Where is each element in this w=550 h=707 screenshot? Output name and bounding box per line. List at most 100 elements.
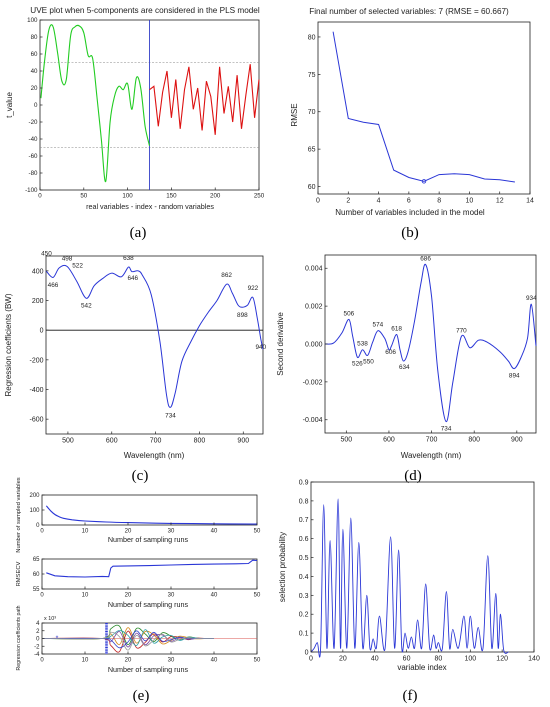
panel-d-peak-label: 686 — [420, 255, 431, 262]
panel-f-axes-layer: 0 20 40 60 80 100 120 140 0 0.1 0.2 0.3 0.4 0.5 0.6 0.7… — [299, 479, 540, 662]
panel-a-series-layer — [40, 20, 260, 190]
panel-e1-series-layer — [45, 505, 258, 525]
panel-f-ytick-label: 0.7 — [299, 517, 309, 524]
panel-c-peak-label: 922 — [248, 285, 259, 292]
panel-f-xtick-label: 140 — [528, 656, 540, 663]
panel-e2-xtick-label: 40 — [211, 593, 218, 599]
panel-d-xlabel: Wavelength (nm) — [401, 451, 462, 460]
panel-e2: 0 10 20 30 40 50 55 60 65 Number of sampling run… — [16, 557, 261, 609]
panel-b-xtick-label: 0 — [316, 198, 320, 205]
panel-f-ytick-label: 0.1 — [299, 631, 309, 638]
panel-e1-ytick-label: 100 — [29, 508, 40, 514]
panel-a-axes-layer: 0 50 100 150 200 250 -100 -80 -60 -40 -20 0 20 40 60 80… — [25, 17, 265, 200]
panel-c-peak-label: 898 — [237, 312, 248, 319]
panel-e3-xlabel: Number of sampling runs — [108, 665, 189, 674]
panel-b-ylabel: RMSE — [290, 103, 299, 126]
panel-e2-axes-layer: 0 10 20 30 40 50 55 60 65 — [33, 557, 261, 598]
panel-d-xtick-label: 900 — [511, 437, 523, 444]
panel-a: UVE plot when 5-components are considere… — [5, 6, 265, 211]
panel-f-xtick-label: 80 — [435, 656, 443, 663]
panel-c-xtick-label: 900 — [237, 438, 249, 445]
panel-a-xtick-label: 50 — [80, 193, 87, 200]
panel-b-ytick-label: 70 — [308, 109, 316, 116]
panel-a-ytick-label: 40 — [31, 68, 38, 75]
panel-d-peak-label: 606 — [385, 349, 396, 356]
panel-c-peak-label: 862 — [221, 272, 232, 279]
panel-e1: 0 10 20 30 40 50 0 100 200 Number of sampling ru… — [16, 477, 261, 552]
panel-e2-ytick-label: 65 — [33, 557, 40, 563]
panel-e3-xtick-label: 50 — [254, 658, 261, 664]
panel-d-xtick-label: 700 — [426, 437, 438, 444]
panel-b-rmse-series — [332, 31, 515, 183]
panel-c: 450 466 498 542 522 638 646 734 862 898 922 940 500… — [4, 250, 267, 460]
panel-b-ytick-label: 65 — [308, 147, 316, 154]
panel-f-ytick-label: 0 — [305, 649, 309, 656]
panel-c-peak-label: 638 — [123, 255, 134, 262]
panel-f-xtick-label: 60 — [403, 656, 411, 663]
panel-c-axes-layer: 500 600 700 800 900 -600 -400 -200 0 200 400 — [29, 268, 249, 444]
panel-a-real-variables-series — [40, 24, 151, 183]
panel-e2-series — [46, 559, 258, 578]
panel-d-peak-label: 734 — [441, 426, 452, 433]
panel-e3-path-series — [41, 631, 214, 651]
panel-b-axes-layer: 0 2 4 6 8 10 12 14 60 65 70 75 80 — [308, 34, 534, 204]
panel-e1-ylabel: Number of sampled variables — [16, 477, 22, 552]
panel-e3-ytick-label: 4 — [36, 621, 40, 627]
panel-e2-ylabel: RMSECV — [16, 561, 22, 586]
panel-a-ytick-label: 60 — [31, 51, 38, 58]
panel-b: Final number of selected variables: 7 (R… — [290, 7, 534, 217]
panel-b-title: Final number of selected variables: 7 (R… — [309, 7, 509, 16]
panel-e1-xtick-label: 30 — [168, 529, 175, 535]
panel-a-xtick-label: 250 — [254, 193, 265, 200]
panel-a-ytick-label: -20 — [29, 119, 39, 126]
panel-b-series-layer — [332, 31, 515, 184]
panel-f-ylabel: selection probability — [278, 532, 287, 602]
caption-b: (b) — [401, 225, 419, 241]
panel-c-peak-label: 646 — [127, 275, 138, 282]
panel-d-xtick-label: 500 — [340, 437, 352, 444]
panel-d-ytick-label: 0.000 — [305, 341, 323, 348]
panel-d-series-layer: 506 526 538 550 574 606 618 634 686 734 770 894 934 — [324, 255, 537, 433]
panel-e3-xtick-label: 0 — [40, 658, 44, 664]
panel-e2-series-layer — [46, 559, 258, 578]
caption-e: (e) — [133, 688, 150, 704]
panel-c-peak-label: 522 — [72, 263, 83, 270]
panel-d-ytick-label: -0.002 — [303, 379, 323, 386]
panel-e2-xtick-label: 10 — [82, 593, 89, 599]
panel-f-ytick-label: 0.2 — [299, 612, 309, 619]
panel-e2-xtick-label: 50 — [254, 593, 261, 599]
panel-c-xtick-label: 800 — [194, 438, 206, 445]
caption-a: (a) — [130, 225, 147, 241]
panel-b-ytick-label: 80 — [308, 34, 316, 41]
panel-c-plot-area — [45, 255, 264, 435]
panel-e1-xtick-label: 50 — [254, 529, 261, 535]
panel-f-xtick-label: 40 — [371, 656, 379, 663]
panel-d-peak-label: 506 — [344, 310, 355, 317]
panel-f-xlabel: variable index — [397, 663, 446, 672]
panel-d-ylabel: Second derivative — [276, 312, 285, 376]
panel-e1-ytick-label: 200 — [29, 493, 40, 499]
panel-a-xtick-label: 150 — [166, 193, 177, 200]
panel-b-xtick-label: 2 — [346, 198, 350, 205]
panel-d-xtick-label: 800 — [468, 437, 480, 444]
panel-e3-ytick-label: 0 — [36, 637, 40, 643]
panel-c-peak-label: 542 — [81, 302, 92, 309]
panel-d-peak-label: 634 — [399, 364, 410, 371]
panel-e3-exponent: x 10³ — [44, 616, 56, 622]
panel-d-ytick-label: -0.004 — [303, 417, 323, 424]
caption-c: (c) — [132, 468, 149, 484]
panel-e3-path-series — [41, 629, 215, 646]
panel-b-plot-area — [317, 21, 531, 195]
panel-b-xtick-label: 6 — [407, 198, 411, 205]
panel-a-ytick-label: -60 — [29, 153, 39, 160]
panel-d-peak-label: 526 — [352, 360, 363, 367]
panel-a-ytick-label: -40 — [29, 136, 39, 143]
panel-b-xtick-label: 10 — [466, 198, 474, 205]
panel-e3-xtick-label: 20 — [125, 658, 132, 664]
panel-f-ytick-label: 0.6 — [299, 536, 309, 543]
panel-b-selected-marker — [421, 179, 427, 184]
panel-f-ytick-label: 0.5 — [299, 555, 309, 562]
panel-d-derivative-series — [324, 263, 537, 423]
panel-d: 506526538550574606618634686734770894934 … — [276, 254, 537, 460]
